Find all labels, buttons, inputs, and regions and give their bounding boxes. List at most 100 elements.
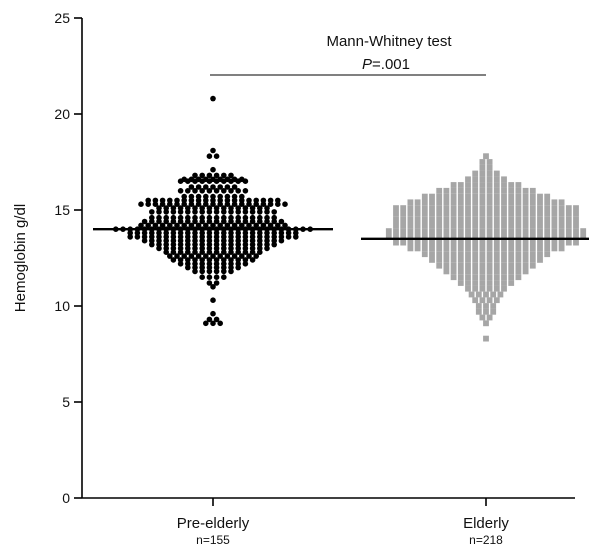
p-value-label: P=.001 xyxy=(362,56,410,73)
data-point xyxy=(177,257,184,263)
data-point xyxy=(436,239,443,246)
data-point xyxy=(163,218,169,225)
data-point xyxy=(558,222,565,229)
data-point xyxy=(170,257,177,263)
data-point xyxy=(443,210,450,217)
data-point xyxy=(206,237,213,244)
data-point xyxy=(206,172,213,179)
data-point xyxy=(249,218,256,225)
data-point xyxy=(271,218,278,225)
data-point xyxy=(138,201,144,207)
data-point xyxy=(210,320,216,327)
data-point xyxy=(443,205,450,211)
data-point xyxy=(522,193,529,200)
data-point xyxy=(501,257,507,263)
data-point xyxy=(282,201,288,207)
data-point xyxy=(472,268,479,275)
data-point xyxy=(450,228,457,234)
data-point xyxy=(239,253,245,259)
data-point xyxy=(450,187,457,194)
data-point xyxy=(573,228,579,234)
data-point xyxy=(407,222,414,229)
data-point xyxy=(529,187,536,194)
data-point xyxy=(529,222,536,229)
data-point xyxy=(501,245,507,252)
data-point xyxy=(195,253,202,259)
data-point xyxy=(257,237,263,244)
data-point xyxy=(407,199,414,206)
data-point xyxy=(149,241,155,248)
data-point xyxy=(213,153,220,159)
data-point xyxy=(493,228,500,234)
data-point xyxy=(486,182,493,188)
data-point xyxy=(479,222,486,229)
data-point xyxy=(529,199,536,206)
data-point xyxy=(264,237,270,244)
data-point xyxy=(483,335,489,342)
data-point xyxy=(149,218,155,225)
data-point xyxy=(472,262,479,269)
data-point xyxy=(271,209,278,215)
data-point xyxy=(145,201,151,207)
data-point xyxy=(479,245,486,252)
data-point xyxy=(185,218,191,225)
data-point xyxy=(192,218,198,225)
data-point xyxy=(231,222,238,229)
data-point xyxy=(174,222,180,229)
data-point xyxy=(522,268,529,275)
data-point xyxy=(479,251,486,258)
data-point xyxy=(429,205,435,211)
data-point xyxy=(486,245,493,252)
data-point xyxy=(501,199,507,206)
data-point xyxy=(472,257,479,263)
data-point xyxy=(501,280,507,286)
data-point xyxy=(206,230,213,236)
data-point xyxy=(457,216,464,223)
data-point xyxy=(457,187,464,194)
data-point xyxy=(486,257,493,263)
data-point xyxy=(271,237,278,244)
data-point xyxy=(515,222,522,229)
data-point xyxy=(235,178,241,184)
data-point xyxy=(515,257,522,263)
data-point xyxy=(414,239,421,246)
data-point xyxy=(544,205,551,211)
data-point xyxy=(210,284,216,290)
data-point xyxy=(515,268,522,275)
data-point xyxy=(253,253,259,259)
data-point xyxy=(450,274,457,281)
data-point xyxy=(472,210,479,217)
data-point xyxy=(239,222,245,229)
data-point xyxy=(407,234,414,240)
data-point xyxy=(170,209,177,215)
data-point xyxy=(479,159,486,165)
data-point xyxy=(210,166,216,173)
data-point xyxy=(544,239,551,246)
data-point xyxy=(421,205,428,211)
data-point xyxy=(271,241,278,248)
data-point xyxy=(493,251,500,258)
data-point xyxy=(544,228,551,234)
data-point xyxy=(185,230,191,236)
data-point xyxy=(486,216,493,223)
data-point xyxy=(493,274,500,281)
data-point xyxy=(235,249,241,255)
data-point xyxy=(192,209,198,215)
data-point xyxy=(385,228,392,234)
data-point xyxy=(565,234,572,240)
data-point xyxy=(185,188,191,194)
data-point xyxy=(457,280,464,286)
data-point xyxy=(479,176,486,183)
data-point xyxy=(537,193,543,200)
y-tick-label: 0 xyxy=(62,490,70,506)
data-point xyxy=(170,249,177,255)
data-point xyxy=(558,228,565,234)
data-point xyxy=(493,170,500,177)
data-point xyxy=(156,245,162,252)
data-point xyxy=(429,245,435,252)
data-point xyxy=(192,257,198,263)
data-point xyxy=(414,210,421,217)
data-point xyxy=(224,184,231,190)
data-point xyxy=(213,237,220,244)
data-point xyxy=(508,182,515,188)
